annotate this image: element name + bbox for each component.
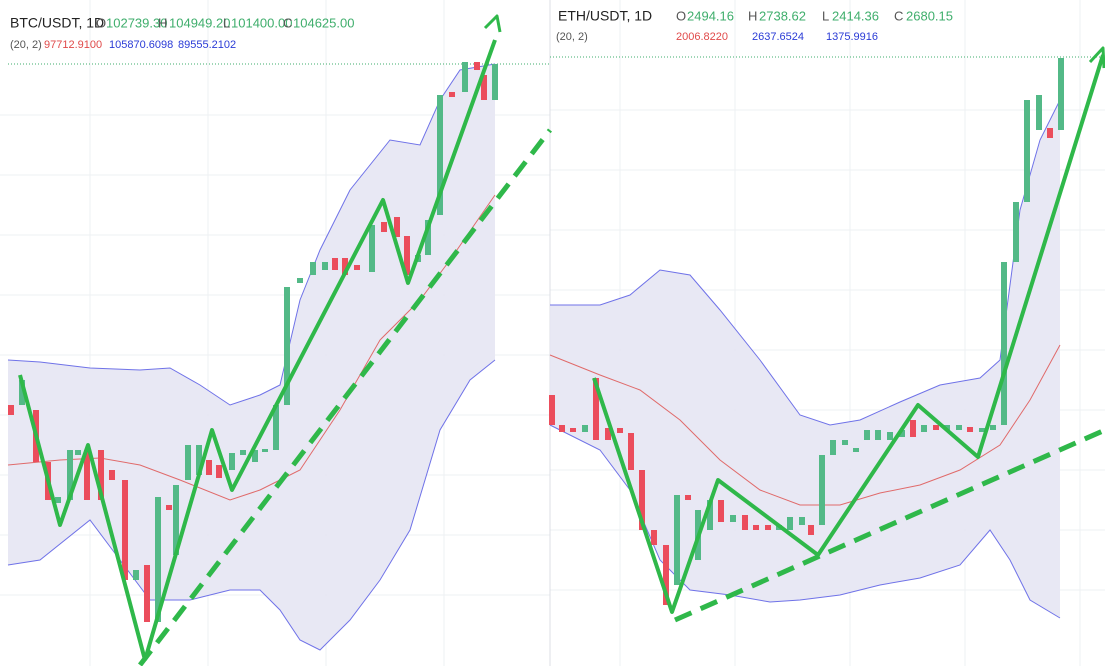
trend-arrow [143,39,497,661]
ohlc-value: 104949.20 [169,15,230,30]
indicator-params: (20, 2) [10,39,42,51]
ohlc-value: 2414.36 [832,8,879,23]
arrow-head [483,14,502,33]
ohlc-label: O [96,15,106,30]
eth-legend: ETH/USDT, 1D O 2494.16 H 2738.62 L 2414.… [556,8,953,43]
indicator-params: (20, 2) [556,31,588,43]
indicator-lower: 89555.2102 [178,39,236,51]
support-line [673,427,1105,623]
btc-bands [7,63,496,651]
indicator-lower: 1375.9916 [826,31,878,43]
indicator-basis: 2006.8220 [676,31,728,43]
ohlc-label: C [283,15,292,30]
symbol: BTC/USDT, 1D [10,15,104,31]
indicator-upper: 105870.6098 [109,39,173,51]
ohlc-label: L [223,15,230,30]
ohlc-value: 104625.00 [293,15,354,30]
indicator-basis: 97712.9100 [44,39,102,51]
symbol: ETH/USDT, 1D [558,8,652,24]
ohlc-value: 101400.00 [231,15,292,30]
ohlc-value: 2494.16 [687,8,734,23]
ohlc-label: H [158,15,167,30]
eth-candles [549,58,1064,605]
ohlc-label: O [676,8,686,23]
trend-arrow [18,374,147,661]
ohlc-value: 2680.15 [906,8,953,23]
ohlc-value: 2738.62 [759,8,806,23]
indicator-upper: 2637.6524 [752,31,804,43]
btc-legend: BTC/USDT, 1D O 102739.30 H 104949.20 L 1… [10,15,354,51]
eth-bands [549,99,1061,619]
support-line [138,128,552,666]
arrow-head [1088,46,1105,69]
ohlc-value: 102739.30 [106,15,167,30]
ohlc-label: C [894,8,903,23]
ohlc-label: H [748,8,757,23]
ohlc-label: L [822,8,829,23]
